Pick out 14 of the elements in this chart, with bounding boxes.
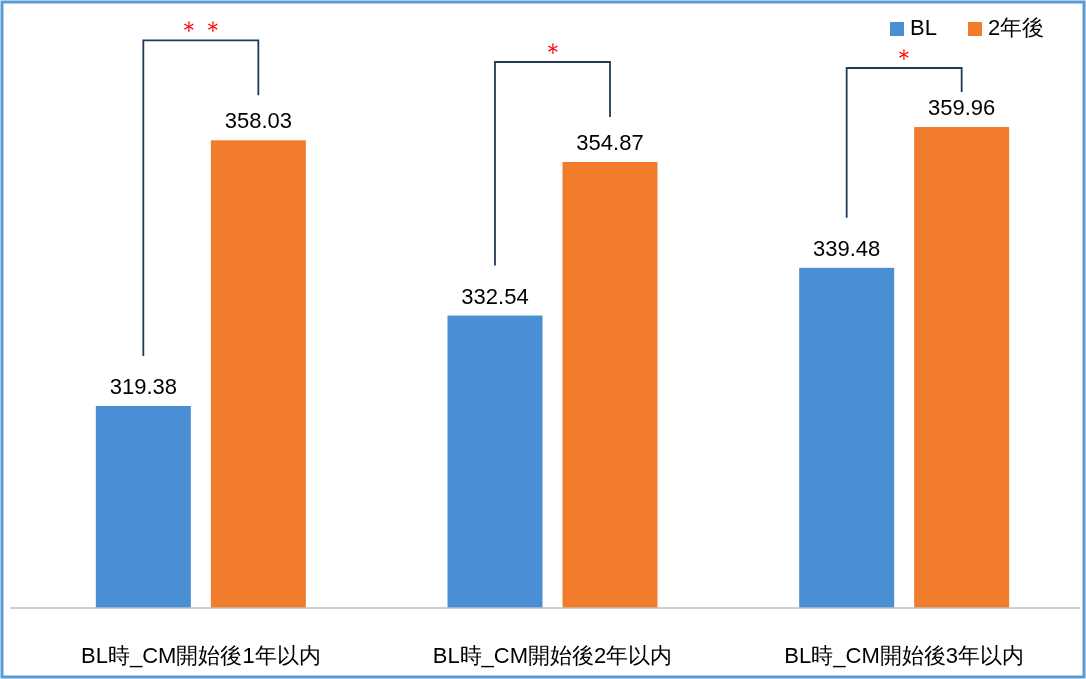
- data-label: 354.87: [576, 130, 644, 156]
- x-tick-label: BL時_CM開始後1年以内: [81, 643, 321, 668]
- data-label: 358.03: [224, 108, 292, 134]
- annotation: ＊: [892, 44, 917, 71]
- x-tick-label: BL時_CM開始後2年以内: [432, 643, 673, 668]
- legend-label: 2年後: [988, 15, 1045, 40]
- data-label: 339.48: [813, 235, 881, 261]
- data-label: 332.54: [461, 283, 529, 309]
- legend-label: BL: [910, 15, 937, 40]
- x-tick-label: BL時_CM開始後3年以内: [784, 643, 1024, 668]
- annotation: ＊＊: [176, 16, 225, 44]
- data-label: 319.38: [109, 374, 177, 400]
- annotation: ＊: [540, 38, 565, 66]
- data-label: 359.96: [928, 95, 996, 121]
